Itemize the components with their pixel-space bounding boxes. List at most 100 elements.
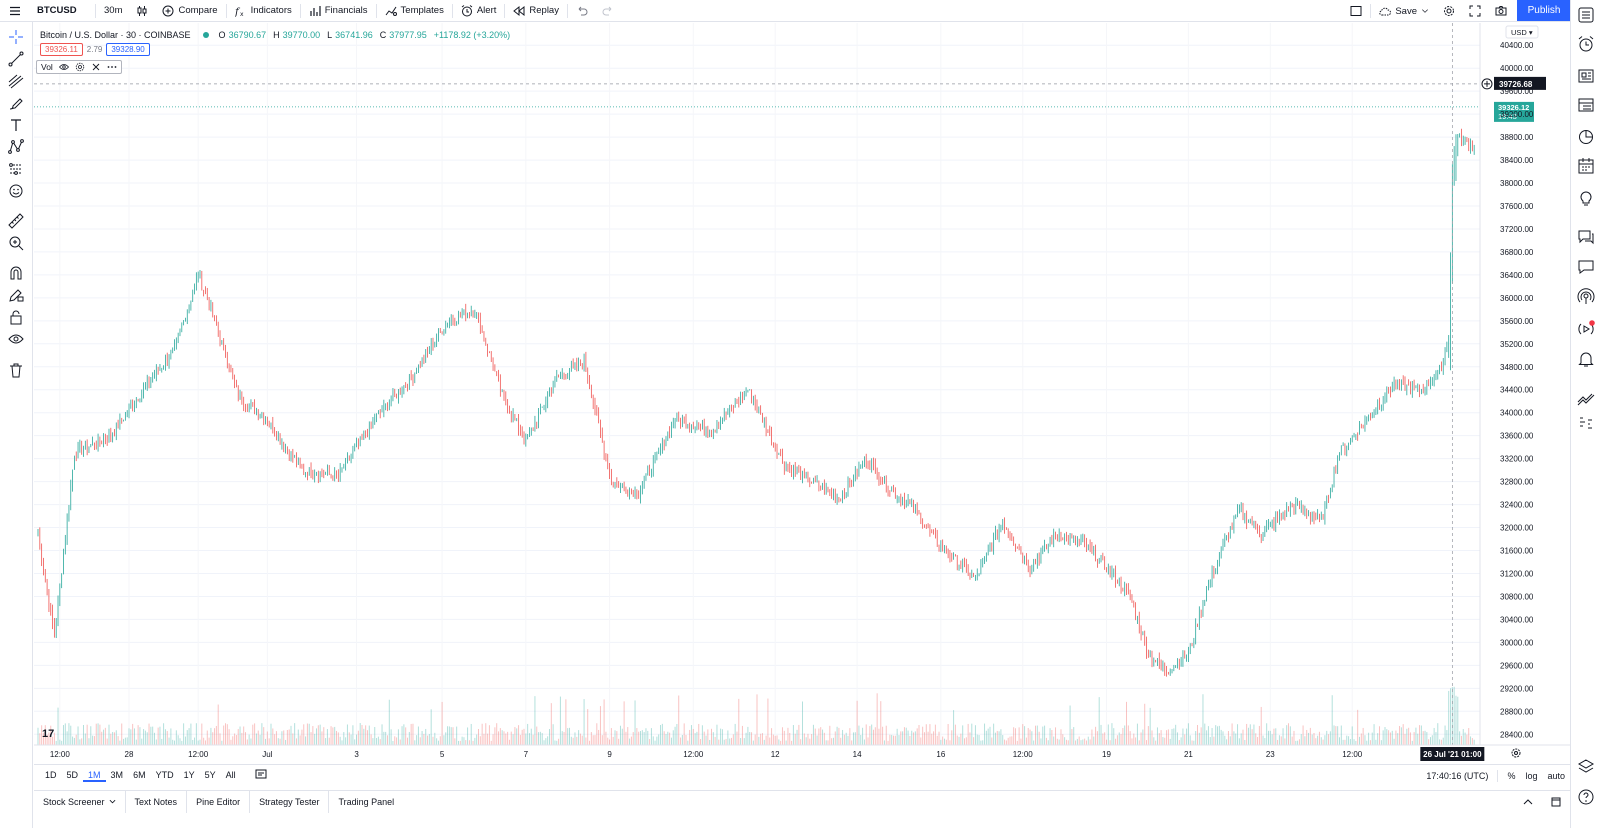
legend-title[interactable]: Bitcoin / U.S. Dollar · 30 · COINBASE — [40, 30, 191, 40]
range-button-5d[interactable]: 5D — [66, 769, 79, 780]
save-button[interactable]: Save — [1372, 0, 1436, 22]
alert-button[interactable]: Alert — [454, 0, 504, 22]
percent-scale-button[interactable]: % — [1507, 770, 1516, 781]
range-button-5y[interactable]: 5Y — [204, 769, 216, 780]
range-button-1m[interactable]: 1M — [83, 770, 106, 782]
time-tick-label: 12:00 — [683, 750, 704, 759]
fullscreen-button[interactable] — [1462, 0, 1488, 22]
close-icon[interactable] — [91, 62, 101, 72]
buy-price-button[interactable]: 39328.90 — [106, 43, 150, 56]
live-button[interactable] — [1577, 320, 1595, 338]
stay-drawing-button[interactable] — [8, 287, 24, 303]
undo-button[interactable] — [569, 0, 595, 22]
volume-indicator-legend[interactable]: Vol — [36, 60, 122, 74]
range-button-all[interactable]: All — [225, 769, 236, 780]
replay-button[interactable]: Replay — [506, 0, 566, 22]
dom-button[interactable] — [1577, 414, 1595, 432]
settings-button[interactable] — [1436, 0, 1462, 22]
maximize-icon — [1551, 797, 1561, 806]
chats-button[interactable] — [1577, 228, 1595, 246]
trendline-tool-button[interactable] — [8, 51, 24, 67]
alerts-panel-button[interactable] — [1577, 35, 1595, 53]
pattern-tool-button[interactable] — [8, 139, 24, 155]
axis-settings-hub[interactable] — [1514, 751, 1518, 755]
maximize-panel-button[interactable] — [1542, 791, 1570, 813]
tab-pine-editor[interactable]: Pine Editor — [186, 790, 249, 813]
prediction-tool-button[interactable] — [8, 161, 24, 177]
gear-icon[interactable] — [75, 62, 85, 72]
magnet-tool-button[interactable] — [8, 265, 24, 281]
chart-type-button[interactable] — [129, 0, 155, 22]
collapse-panel-button[interactable] — [1514, 791, 1542, 813]
brush-tool-button[interactable] — [8, 95, 24, 111]
sell-price-button[interactable]: 39326.11 — [40, 43, 83, 56]
tab-text-notes[interactable]: Text Notes — [124, 790, 187, 813]
zoom-tool-button[interactable] — [8, 235, 24, 251]
lock-drawings-button[interactable] — [8, 309, 24, 325]
price-tick-label: 35600.00 — [1500, 317, 1534, 326]
interval-button[interactable]: 30m — [97, 0, 129, 22]
goto-date-button[interactable] — [255, 768, 267, 783]
more-icon[interactable] — [107, 62, 117, 72]
layout-button[interactable] — [1343, 0, 1369, 22]
text-tool-button[interactable] — [8, 117, 24, 133]
trading-button[interactable] — [1577, 389, 1595, 407]
icon-tool-button[interactable] — [8, 183, 24, 199]
tab-strategy-tester[interactable]: Strategy Tester — [249, 790, 328, 813]
object-tree-button[interactable] — [1577, 758, 1595, 776]
menu-button[interactable] — [0, 0, 30, 22]
calendar-range-icon — [255, 769, 267, 779]
change-value: +1178.92 (+3.20%) — [433, 30, 511, 40]
remove-drawings-button[interactable] — [8, 362, 24, 378]
range-button-6m[interactable]: 6M — [133, 769, 146, 780]
symbol-search-button[interactable]: BTCUSD — [30, 0, 94, 22]
top-right-tools: Save — [1343, 0, 1514, 22]
hide-drawings-button[interactable] — [8, 331, 24, 347]
tab-label: Text Notes — [134, 796, 178, 807]
axis-settings-icon[interactable] — [1511, 748, 1521, 758]
time-tick-label: 21 — [1184, 750, 1193, 759]
range-button-1y[interactable]: 1Y — [183, 769, 195, 780]
auto-scale-button[interactable]: auto — [1547, 770, 1565, 781]
alert-label: Alert — [476, 5, 497, 16]
range-button-ytd[interactable]: YTD — [155, 769, 174, 780]
help-button[interactable] — [1577, 788, 1595, 806]
measure-tool-button[interactable] — [8, 213, 24, 229]
calendar-button[interactable] — [1577, 157, 1595, 175]
tab-trading-panel[interactable]: Trading Panel — [328, 790, 403, 813]
templates-button[interactable]: Templates — [378, 0, 451, 22]
log-scale-button[interactable]: log — [1525, 770, 1538, 781]
news-button[interactable] — [1577, 67, 1595, 85]
ideas-button[interactable] — [1577, 189, 1595, 207]
crosshair-tool-button[interactable] — [8, 29, 24, 45]
add-alert-plus[interactable] — [1484, 80, 1490, 87]
time-tick-label: 12:00 — [188, 750, 209, 759]
currency-label[interactable]: USD ▾ — [1511, 28, 1533, 37]
compare-button[interactable]: Compare — [155, 0, 224, 22]
publish-button[interactable]: Publish — [1517, 0, 1571, 21]
pencil-lock-icon — [9, 289, 24, 302]
add-alert-icon[interactable] — [1481, 78, 1493, 90]
redo-button[interactable] — [595, 0, 621, 22]
candles-icon — [137, 5, 147, 16]
tab-stock-screener[interactable]: Stock Screener — [34, 791, 125, 813]
currency-selector[interactable] — [1505, 25, 1539, 39]
notifications-button[interactable] — [1577, 350, 1595, 368]
hotlist-button[interactable] — [1577, 128, 1595, 146]
streams-button[interactable] — [1577, 288, 1595, 306]
range-button-1d[interactable]: 1D — [45, 769, 57, 780]
axis-settings-ring[interactable] — [1511, 748, 1521, 758]
private-chats-button[interactable] — [1577, 258, 1595, 276]
snapshot-button[interactable] — [1488, 0, 1514, 22]
data-window-button[interactable] — [1577, 96, 1595, 114]
chart-pane[interactable]: 39726.68 39326.12 19:43 26 Jul '21 01:00 17 … — [34, 23, 1570, 763]
price-tick-label: 38400.00 — [1500, 156, 1534, 165]
fib-tool-button[interactable] — [8, 73, 24, 89]
eye-icon[interactable] — [58, 62, 69, 72]
watchlist-button[interactable] — [1577, 6, 1595, 24]
range-button-3m[interactable]: 3M — [110, 769, 124, 780]
clock-label[interactable]: 17:40:16 (UTC) — [1426, 770, 1489, 781]
financials-button[interactable]: Financials — [302, 0, 375, 22]
